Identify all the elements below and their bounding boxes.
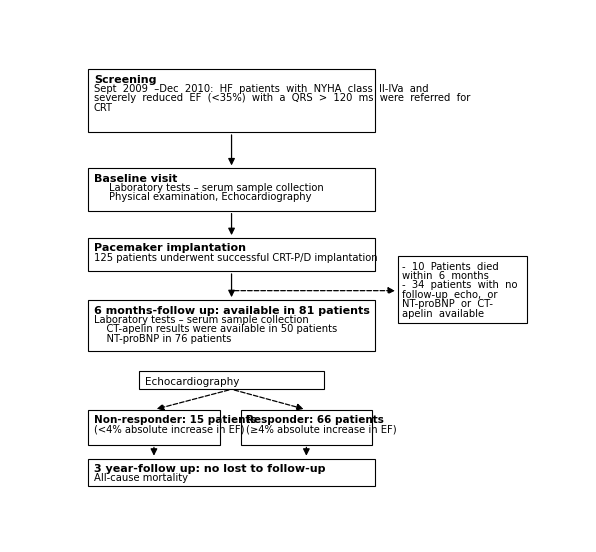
Text: NT-proBNP  or  CT-: NT-proBNP or CT- xyxy=(402,299,493,309)
Text: -  10  Patients  died: - 10 Patients died xyxy=(402,262,499,272)
Text: Responder: 66 patients: Responder: 66 patients xyxy=(246,415,384,425)
FancyBboxPatch shape xyxy=(88,69,375,132)
Text: within  6  months: within 6 months xyxy=(402,271,489,281)
Text: apelin  available: apelin available xyxy=(402,309,485,319)
FancyBboxPatch shape xyxy=(88,168,375,211)
Text: Screening: Screening xyxy=(94,75,156,85)
Text: All-cause mortality: All-cause mortality xyxy=(94,474,188,484)
Text: 125 patients underwent successful CRT-P/D implantation: 125 patients underwent successful CRT-P/… xyxy=(94,253,377,263)
Text: Sept  2009  –Dec  2010:  HF  patients  with  NYHA  class  II-IVa  and: Sept 2009 –Dec 2010: HF patients with NY… xyxy=(94,84,429,94)
Text: Laboratory tests – serum sample collection: Laboratory tests – serum sample collecti… xyxy=(109,183,324,193)
Text: 6 months-follow up: available in 81 patients: 6 months-follow up: available in 81 pati… xyxy=(94,306,370,316)
Text: follow-up  echo,  or: follow-up echo, or xyxy=(402,290,498,300)
Text: Pacemaker implantation: Pacemaker implantation xyxy=(94,243,246,253)
Text: severely  reduced  EF  (<35%)  with  a  QRS  >  120  ms  were  referred  for: severely reduced EF (<35%) with a QRS > … xyxy=(94,93,470,103)
FancyBboxPatch shape xyxy=(398,256,527,323)
Text: Baseline visit: Baseline visit xyxy=(94,174,177,184)
Text: CRT: CRT xyxy=(94,103,113,113)
Text: NT-proBNP in 76 patients: NT-proBNP in 76 patients xyxy=(94,333,231,343)
FancyBboxPatch shape xyxy=(88,459,375,486)
Text: Echocardiography: Echocardiography xyxy=(145,376,239,386)
Text: Laboratory tests – serum sample collection: Laboratory tests – serum sample collecti… xyxy=(94,315,309,325)
Text: Non-responder: 15 patients: Non-responder: 15 patients xyxy=(94,415,256,425)
Text: 3 year-follow up: no lost to follow-up: 3 year-follow up: no lost to follow-up xyxy=(94,464,325,474)
Text: CT-apelin results were available in 50 patients: CT-apelin results were available in 50 p… xyxy=(94,324,337,335)
Text: Physical examination, Echocardiography: Physical examination, Echocardiography xyxy=(109,193,312,203)
FancyBboxPatch shape xyxy=(88,300,375,351)
Text: -  34  patients  with  no: - 34 patients with no xyxy=(402,280,518,290)
FancyBboxPatch shape xyxy=(88,410,220,444)
FancyBboxPatch shape xyxy=(88,238,375,271)
Text: (<4% absolute increase in EF): (<4% absolute increase in EF) xyxy=(94,424,244,434)
Text: (≥4% absolute increase in EF): (≥4% absolute increase in EF) xyxy=(246,424,397,434)
FancyBboxPatch shape xyxy=(241,410,372,444)
FancyBboxPatch shape xyxy=(139,371,324,389)
